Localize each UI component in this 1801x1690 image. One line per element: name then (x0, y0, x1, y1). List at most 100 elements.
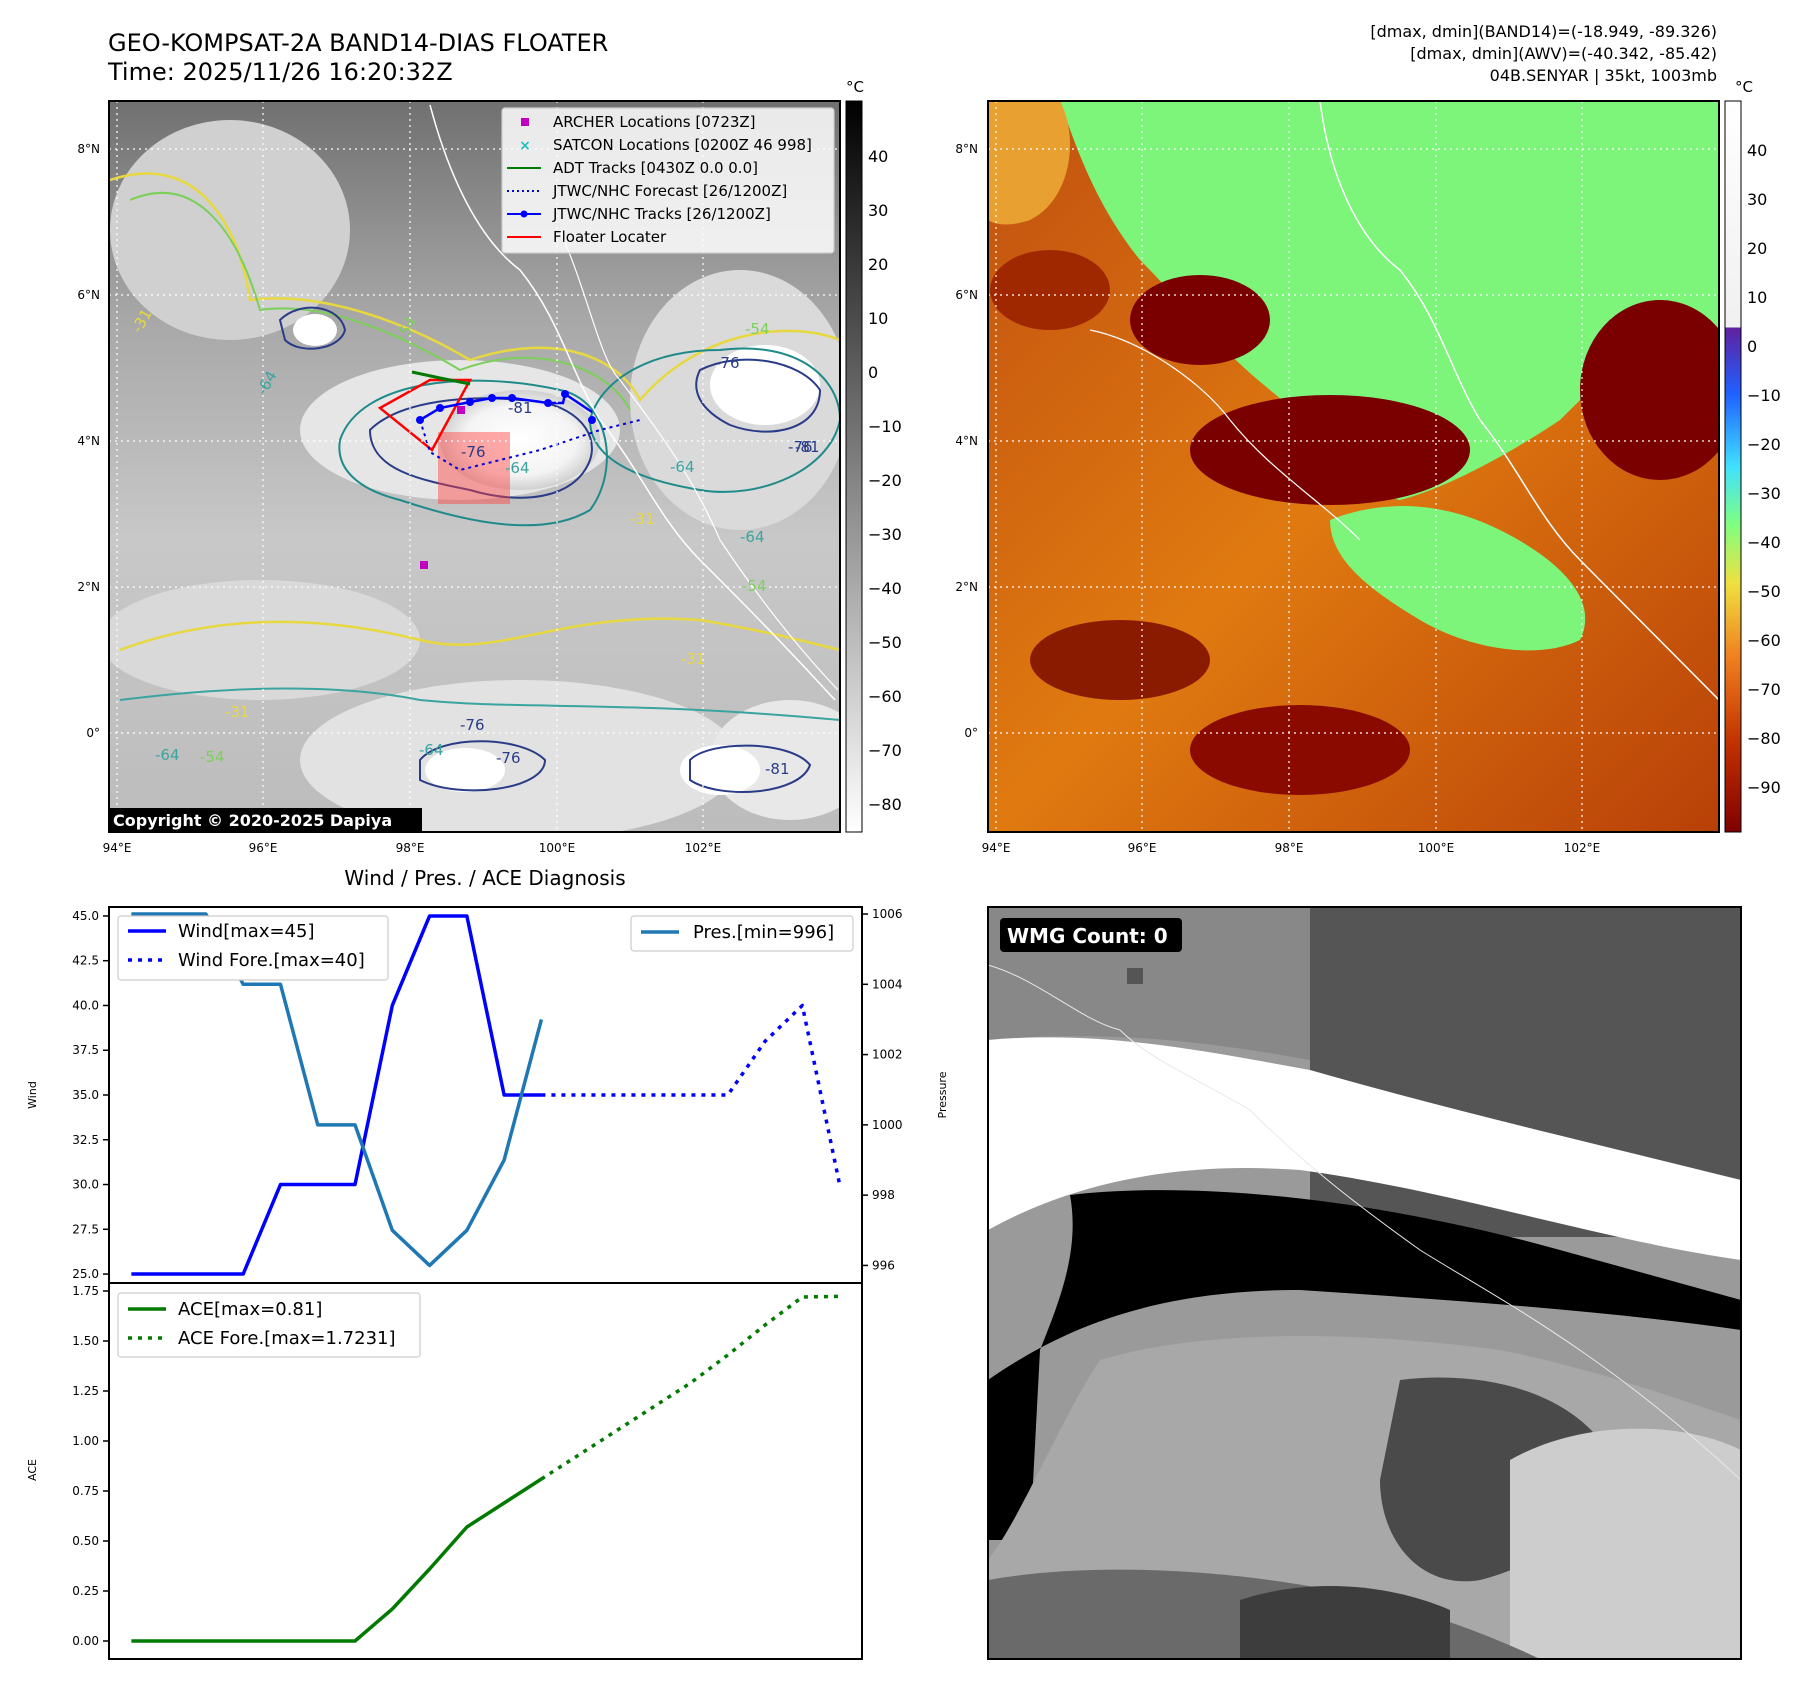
svg-text:-64: -64 (155, 746, 180, 764)
map-axis-ticks: 94°E 96°E 98°E 100°E 102°E 8°N 6°N 4°N 2… (77, 142, 721, 855)
tick-label: 1006 (872, 907, 903, 921)
svg-text:0: 0 (1747, 337, 1757, 356)
awv-axis-ticks: 94°E 96°E 98°E 100°E 102°E 8°N 6°N 4°N 2… (955, 142, 1600, 855)
svg-text:-81: -81 (765, 760, 790, 778)
svg-text:-31: -31 (225, 703, 250, 721)
svg-text:−20: −20 (868, 471, 902, 490)
legend-label: JTWC/NHC Tracks [26/1200Z] (552, 205, 771, 223)
svg-text:10: 10 (868, 309, 888, 328)
awv-imagery (988, 101, 1719, 832)
svg-text:-64: -64 (740, 528, 765, 546)
archer-marker (457, 406, 465, 414)
storm-info: 04B.SENYAR | 35kt, 1003mb (1490, 66, 1717, 85)
map-legend-item: ADT Tracks [0430Z 0.0 0.0] (507, 159, 758, 177)
svg-text:-76: -76 (788, 438, 813, 456)
svg-text:−40: −40 (1747, 533, 1781, 552)
pressure-legend: Pres.[min=996] (630, 915, 854, 952)
legend-pres: Pres.[min=996] (693, 922, 834, 943)
legend-label: JTWC/NHC Forecast [26/1200Z] (552, 182, 787, 200)
legend-label: ARCHER Locations [0723Z] (553, 113, 756, 131)
map-legend-item: JTWC/NHC Tracks [26/1200Z] (507, 205, 771, 223)
diagnosis-title: Wind / Pres. / ACE Diagnosis (344, 866, 625, 890)
tick-label: 30.0 (72, 1178, 99, 1192)
tick-label: 0.75 (72, 1484, 99, 1498)
svg-text:94°E: 94°E (982, 841, 1011, 855)
svg-text:0: 0 (868, 363, 878, 382)
tick-label: 0.25 (72, 1584, 99, 1598)
ace-ticks: 1.75 1.50 1.25 1.00 0.75 0.50 0.25 0.00 (72, 1284, 109, 1648)
svg-text:100°E: 100°E (539, 841, 576, 855)
svg-text:2°N: 2°N (955, 580, 978, 594)
wmg-imagery (988, 907, 1741, 1659)
svg-text:8°N: 8°N (77, 142, 100, 156)
svg-text:−70: −70 (1747, 680, 1781, 699)
tick-label: 1000 (872, 1118, 903, 1132)
svg-text:−70: −70 (868, 741, 902, 760)
legend-symbol-archer-icon (521, 118, 529, 126)
svg-text:−50: −50 (868, 633, 902, 652)
svg-text:4°N: 4°N (77, 434, 100, 448)
legend-ace: ACE[max=0.81] (178, 1299, 322, 1320)
svg-text:6°N: 6°N (77, 288, 100, 302)
svg-text:−80: −80 (868, 795, 902, 814)
map-legend-item: JTWC/NHC Forecast [26/1200Z] (507, 182, 787, 200)
svg-text:40: 40 (1747, 141, 1767, 160)
svg-text:98°E: 98°E (396, 841, 425, 855)
legend-wind-fore: Wind Fore.[max=40] (178, 950, 365, 971)
svg-text:4°N: 4°N (955, 434, 978, 448)
svg-text:−10: −10 (868, 417, 902, 436)
tick-label: 1004 (872, 977, 903, 991)
colorbar-right (1724, 100, 1742, 833)
tick-label: 27.5 (72, 1222, 99, 1236)
svg-text:-81: -81 (508, 399, 533, 417)
tick-label: 1.50 (72, 1334, 99, 1348)
map-legend-item: Floater Locater (507, 228, 667, 246)
svg-text:94°E: 94°E (103, 841, 132, 855)
svg-text:−10: −10 (1747, 386, 1781, 405)
wmg-count-label: WMG Count: 0 (1007, 924, 1168, 948)
svg-text:0°: 0° (86, 726, 100, 740)
tick-label: 40.0 (72, 998, 99, 1012)
svg-text:−60: −60 (868, 687, 902, 706)
tick-label: 32.5 (72, 1133, 99, 1147)
svg-text:-31: -31 (630, 510, 655, 528)
svg-text:−80: −80 (1747, 729, 1781, 748)
legend-label: SATCON Locations [0200Z 46 998] (553, 136, 812, 154)
svg-text:−50: −50 (1747, 582, 1781, 601)
tick-label: 996 (872, 1258, 895, 1272)
svg-text:−40: −40 (868, 579, 902, 598)
wmg-count-badge (1000, 918, 1182, 952)
ace-axes (108, 1282, 863, 1660)
archer-marker (420, 561, 428, 569)
copyright-text: Copyright © 2020-2025 Dapiya (113, 811, 392, 830)
svg-text:-54: -54 (745, 320, 770, 338)
series-line-wind-max- (131, 914, 542, 1276)
series-line-pres-min- (131, 912, 544, 1268)
colorbar-left (845, 100, 863, 833)
legend-wind: Wind[max=45] (178, 921, 315, 942)
pressure-axis-label: Pressure (936, 1071, 949, 1118)
svg-text:2°N: 2°N (77, 580, 100, 594)
svg-text:-64: -64 (419, 741, 444, 759)
band14-stats: [dmax, dmin](BAND14)=(-18.949, -89.326) (1370, 22, 1717, 41)
svg-text:0°: 0° (964, 726, 978, 740)
floater-track (377, 378, 473, 452)
svg-text:−30: −30 (868, 525, 902, 544)
tick-label: 0.50 (72, 1534, 99, 1548)
tick-label: 1.25 (72, 1384, 99, 1398)
ace-axis-label: ACE (26, 1459, 39, 1481)
svg-text:-54: -54 (200, 748, 225, 766)
tick-label: 1.00 (72, 1434, 99, 1448)
colorbar-right-ticks: 40 30 20 10 0 −10 −20 −30 −40 −50 −60 −7… (1747, 141, 1781, 797)
svg-text:20: 20 (868, 255, 888, 274)
awv-stats: [dmax, dmin](AWV)=(-40.342, -85.42) (1410, 44, 1717, 63)
svg-text:40: 40 (868, 147, 888, 166)
legend-label: ADT Tracks [0430Z 0.0 0.0] (553, 159, 758, 177)
tick-label: 1002 (872, 1048, 903, 1062)
svg-text:6°N: 6°N (955, 288, 978, 302)
svg-text:10: 10 (1747, 288, 1767, 307)
svg-text:102°E: 102°E (1564, 841, 1601, 855)
awv-map-panel: 94°E 96°E 98°E 100°E 102°E 8°N 6°N 4°N 2… (955, 78, 1781, 855)
